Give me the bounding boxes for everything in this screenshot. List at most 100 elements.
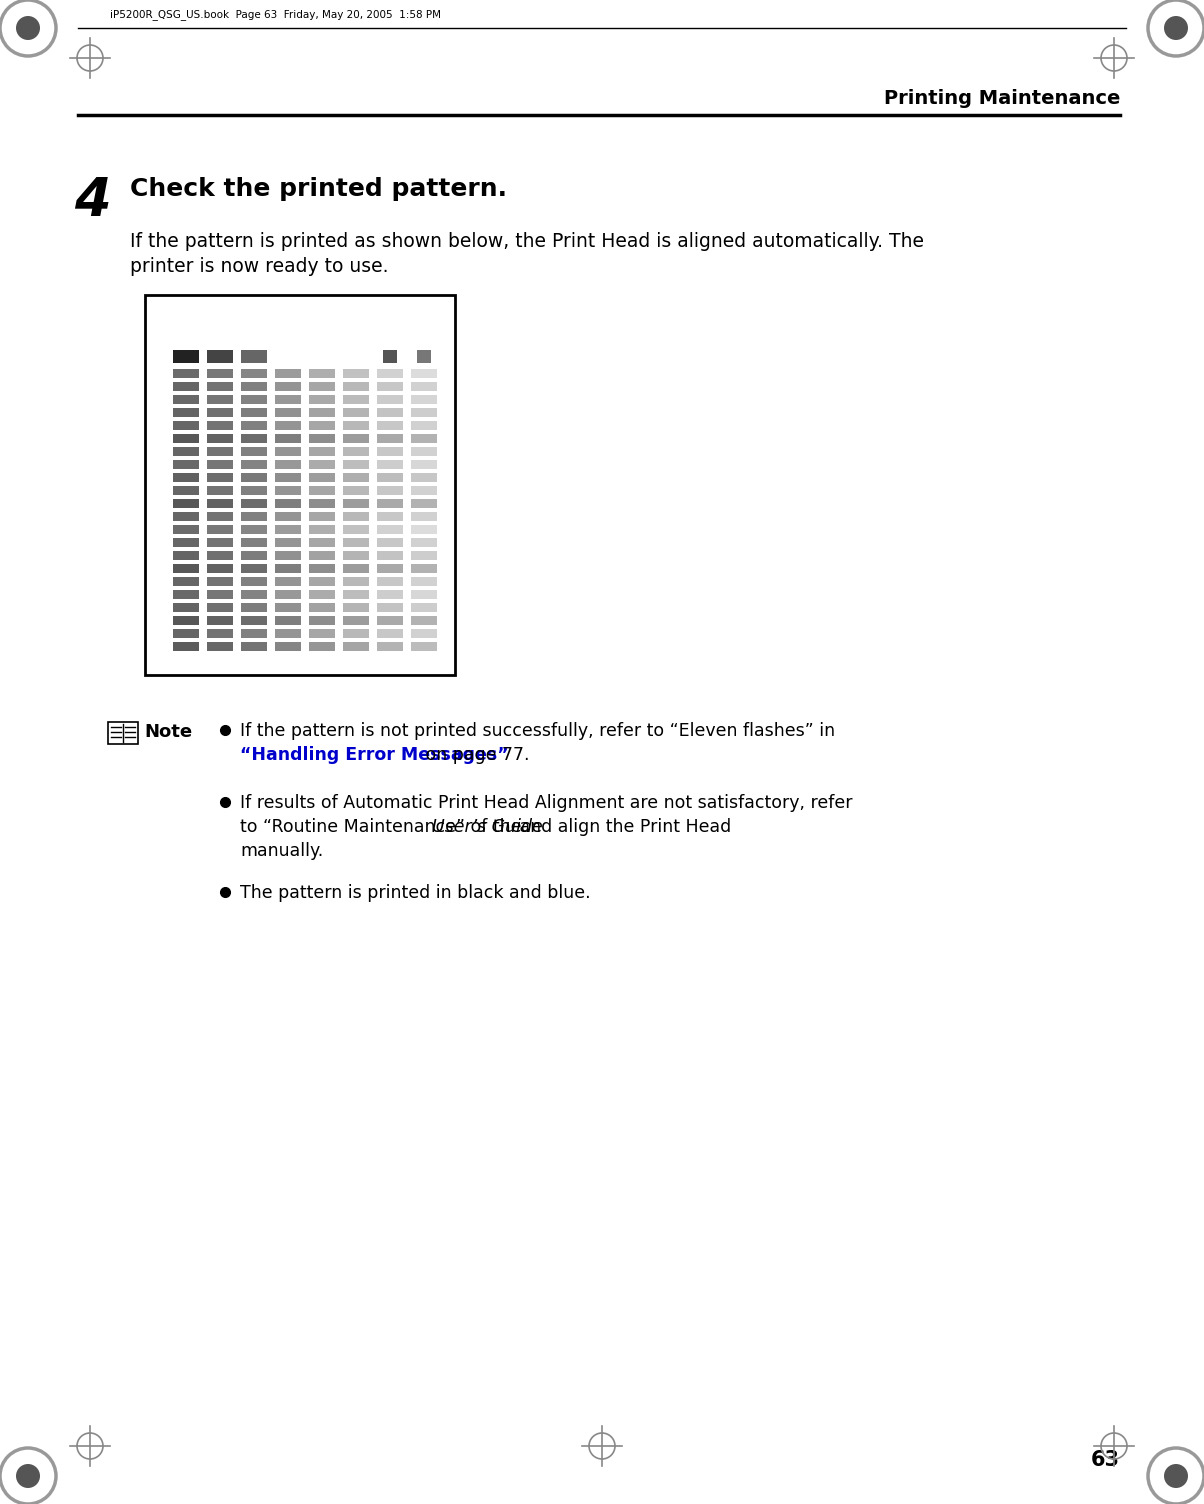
Bar: [173, 472, 199, 481]
Bar: [309, 629, 335, 638]
Text: 4: 4: [73, 174, 111, 227]
Bar: [343, 435, 368, 444]
Bar: [343, 460, 368, 469]
Text: If results of Automatic Print Head Alignment are not satisfactory, refer: If results of Automatic Print Head Align…: [240, 794, 852, 812]
Bar: [275, 617, 301, 626]
Bar: [241, 368, 267, 378]
Text: printer is now ready to use.: printer is now ready to use.: [130, 257, 389, 277]
Bar: [173, 447, 199, 456]
Bar: [173, 368, 199, 378]
Bar: [241, 629, 267, 638]
Bar: [241, 421, 267, 430]
Bar: [207, 421, 234, 430]
Bar: [377, 408, 403, 417]
Text: User’s Guide: User’s Guide: [432, 818, 543, 836]
Bar: [207, 486, 234, 495]
Bar: [411, 617, 437, 626]
Bar: [411, 499, 437, 508]
Bar: [309, 408, 335, 417]
Bar: [343, 564, 368, 573]
Bar: [377, 603, 403, 612]
Bar: [275, 538, 301, 547]
Text: iP5200R_QSG_US.book  Page 63  Friday, May 20, 2005  1:58 PM: iP5200R_QSG_US.book Page 63 Friday, May …: [110, 9, 441, 20]
Bar: [377, 511, 403, 520]
Bar: [275, 368, 301, 378]
Bar: [173, 499, 199, 508]
Bar: [275, 421, 301, 430]
Text: The pattern is printed in black and blue.: The pattern is printed in black and blue…: [240, 884, 591, 902]
Bar: [173, 421, 199, 430]
Bar: [411, 382, 437, 391]
Bar: [241, 511, 267, 520]
Bar: [377, 447, 403, 456]
Bar: [343, 578, 368, 587]
Bar: [173, 617, 199, 626]
Text: manually.: manually.: [240, 842, 323, 860]
Bar: [343, 368, 368, 378]
Bar: [309, 447, 335, 456]
Circle shape: [16, 17, 40, 41]
Bar: [275, 382, 301, 391]
Bar: [309, 525, 335, 534]
Bar: [309, 472, 335, 481]
Bar: [309, 368, 335, 378]
Bar: [108, 722, 138, 744]
Bar: [309, 564, 335, 573]
Bar: [377, 499, 403, 508]
Bar: [173, 396, 199, 405]
Bar: [275, 435, 301, 444]
Bar: [173, 408, 199, 417]
Bar: [309, 421, 335, 430]
Bar: [383, 350, 397, 362]
Bar: [207, 538, 234, 547]
Bar: [207, 460, 234, 469]
Bar: [343, 590, 368, 599]
Bar: [173, 382, 199, 391]
Bar: [411, 460, 437, 469]
Bar: [241, 350, 267, 362]
Bar: [377, 538, 403, 547]
Bar: [207, 617, 234, 626]
Bar: [377, 642, 403, 651]
Bar: [343, 617, 368, 626]
Bar: [309, 499, 335, 508]
Bar: [241, 642, 267, 651]
Bar: [411, 564, 437, 573]
Bar: [275, 564, 301, 573]
Bar: [411, 435, 437, 444]
Bar: [241, 578, 267, 587]
Bar: [377, 460, 403, 469]
Bar: [343, 550, 368, 559]
Bar: [309, 550, 335, 559]
Bar: [411, 408, 437, 417]
Bar: [173, 435, 199, 444]
Bar: [275, 525, 301, 534]
Bar: [207, 396, 234, 405]
Bar: [309, 382, 335, 391]
Bar: [173, 550, 199, 559]
Bar: [241, 617, 267, 626]
Bar: [207, 642, 234, 651]
Bar: [207, 629, 234, 638]
Bar: [377, 396, 403, 405]
Bar: [343, 421, 368, 430]
Bar: [241, 447, 267, 456]
Bar: [207, 603, 234, 612]
Bar: [343, 511, 368, 520]
Bar: [275, 486, 301, 495]
Bar: [377, 590, 403, 599]
Bar: [275, 447, 301, 456]
Bar: [411, 538, 437, 547]
Bar: [275, 396, 301, 405]
Bar: [411, 525, 437, 534]
Bar: [377, 550, 403, 559]
Bar: [207, 408, 234, 417]
Bar: [411, 642, 437, 651]
Bar: [309, 460, 335, 469]
Text: and align the Print Head: and align the Print Head: [514, 818, 731, 836]
Bar: [377, 421, 403, 430]
Bar: [411, 472, 437, 481]
Bar: [411, 421, 437, 430]
Bar: [207, 350, 234, 362]
Bar: [241, 590, 267, 599]
